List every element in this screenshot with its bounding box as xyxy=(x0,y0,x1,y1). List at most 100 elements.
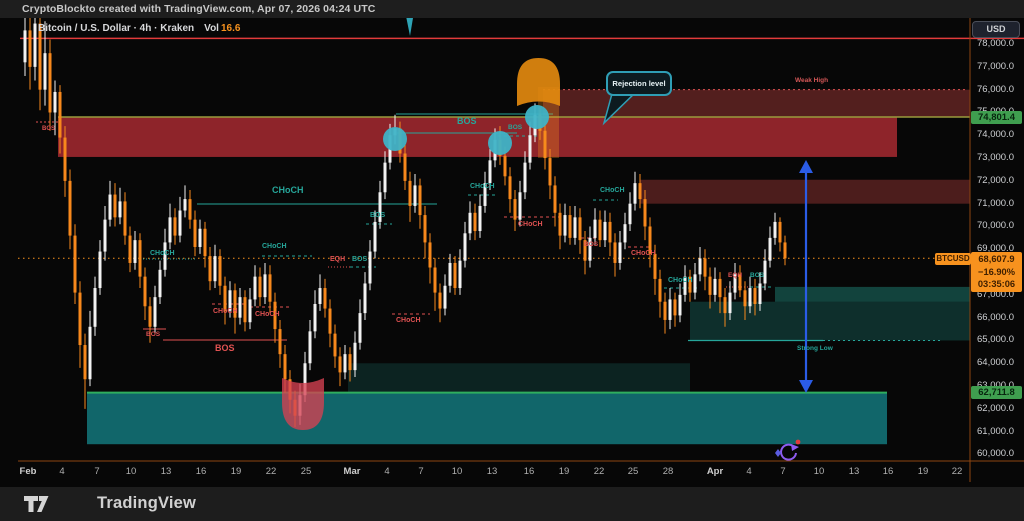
chart-annotation[interactable]: BOS xyxy=(352,256,368,263)
rejection-highlight-box[interactable] xyxy=(538,87,559,158)
tradingview-logo-text[interactable]: TradingView xyxy=(97,494,197,512)
chart-annotation[interactable]: BOS xyxy=(146,331,161,338)
chart-annotation[interactable]: CHoCH xyxy=(150,250,175,257)
candlestick xyxy=(428,242,432,268)
chart-annotation[interactable]: BOS xyxy=(508,124,523,131)
candlestick xyxy=(268,274,272,302)
candlestick xyxy=(378,192,382,222)
chart-annotation[interactable]: Strong Low xyxy=(797,345,833,352)
candlestick xyxy=(673,299,677,316)
chart-annotation[interactable]: BOS xyxy=(370,212,386,219)
candlestick xyxy=(583,240,587,261)
last-price-label: 68,607.9 −16.90% 03:35:06 xyxy=(971,252,1022,292)
time-axis-label: 25 xyxy=(300,466,312,477)
candlestick xyxy=(163,242,167,270)
candlestick xyxy=(348,354,352,371)
chart-annotation[interactable]: CHoCH xyxy=(631,250,656,257)
candlestick xyxy=(778,221,782,243)
zone-supply-main[interactable] xyxy=(58,117,897,157)
time-axis-label: Apr xyxy=(706,466,724,477)
candlestick xyxy=(513,199,517,220)
candlestick xyxy=(173,217,177,236)
candlestick xyxy=(763,260,767,284)
chart-annotation[interactable]: CHoCH xyxy=(470,183,495,190)
candlestick xyxy=(678,294,682,316)
candlestick xyxy=(528,135,532,163)
price-axis-label: 65,000.0 xyxy=(977,334,1014,346)
chart-annotation[interactable]: BOS xyxy=(457,116,477,126)
chart-annotation[interactable]: CHoCH xyxy=(213,308,238,315)
zone-demand-strong-low[interactable] xyxy=(87,392,887,445)
chart-annotation[interactable]: CHoCH xyxy=(600,187,625,194)
candlestick xyxy=(458,260,462,289)
time-axis-label: 4 xyxy=(746,466,752,477)
chart-annotation[interactable]: CHoCH xyxy=(518,221,543,228)
candlestick xyxy=(518,192,522,220)
currency-toggle-button[interactable]: USD xyxy=(972,21,1020,38)
candlestick xyxy=(563,215,567,236)
candlestick xyxy=(88,326,92,380)
chart-annotation[interactable]: CHoCH xyxy=(668,277,693,284)
candlestick xyxy=(353,342,357,371)
candlestick xyxy=(303,363,307,396)
chart-annotation[interactable]: BOS xyxy=(215,343,235,353)
chart-annotation[interactable]: BOS xyxy=(750,272,765,279)
candlestick xyxy=(228,290,232,311)
attribution-bar: CryptoBlockto created with TradingView.c… xyxy=(0,0,1024,18)
chart-annotation[interactable]: CHoCH xyxy=(396,317,421,324)
candlestick xyxy=(223,285,227,311)
rejection-arch-drawing[interactable] xyxy=(517,58,560,106)
chart-annotation[interactable]: CHoCH xyxy=(272,185,304,195)
candlestick xyxy=(158,269,162,298)
candlestick xyxy=(578,217,582,241)
candlestick xyxy=(473,212,477,232)
candlestick xyxy=(278,329,282,355)
time-axis-label: 7 xyxy=(418,466,424,477)
zone-demand-right[interactable] xyxy=(690,301,970,341)
arrow-head-up xyxy=(799,160,813,173)
candlestick xyxy=(628,203,632,225)
chart-annotation[interactable]: CHoCH xyxy=(255,311,280,318)
chart-annotation[interactable]: BOS xyxy=(42,126,56,132)
bar-countdown: 03:35:06 xyxy=(977,279,1016,290)
candlestick xyxy=(118,201,122,218)
time-axis-label: 16 xyxy=(523,466,535,477)
price-axis-label: 73,000.0 xyxy=(977,152,1014,164)
rejection-level-callout[interactable]: Rejection level xyxy=(606,71,672,96)
candlestick xyxy=(558,212,562,236)
swing-high-circle[interactable] xyxy=(383,127,407,151)
candlestick xyxy=(363,283,367,314)
candlestick xyxy=(283,354,287,380)
zone-demand-left[interactable] xyxy=(348,363,690,393)
candlestick xyxy=(148,306,152,327)
candlestick xyxy=(448,262,452,286)
tradingview-logo-icon[interactable] xyxy=(24,496,50,513)
chart-annotation[interactable]: BOS xyxy=(584,241,599,248)
candlestick xyxy=(418,185,422,216)
flag-triangle[interactable] xyxy=(406,16,413,36)
candlestick xyxy=(218,256,222,286)
candlestick xyxy=(273,301,277,330)
candlestick xyxy=(313,303,317,332)
candlestick xyxy=(708,276,712,295)
replay-icon[interactable] xyxy=(780,443,797,461)
time-axis-label: 7 xyxy=(780,466,786,477)
candlestick xyxy=(328,308,332,334)
chart-annotation[interactable]: Weak High xyxy=(795,77,829,84)
zone-demand-right-light[interactable] xyxy=(775,286,970,302)
candlestick xyxy=(243,297,247,323)
chart-annotation[interactable]: EQH xyxy=(330,256,346,263)
symbol-legend[interactable]: Bitcoin / U.S. Dollar · 4h · Kraken Vol 16… xyxy=(38,23,240,34)
price-axis-label: 64,000.0 xyxy=(977,357,1014,369)
swing-high-circle[interactable] xyxy=(525,105,549,129)
chart-annotation[interactable]: EQH xyxy=(728,272,743,279)
candlestick xyxy=(178,210,182,236)
swing-high-circle[interactable] xyxy=(488,131,512,155)
price-axis-label: 62,000.0 xyxy=(977,402,1014,414)
crash-arc-drawing[interactable] xyxy=(282,378,324,430)
candlestick xyxy=(603,221,607,241)
chart-annotation[interactable]: CHoCH xyxy=(262,243,287,250)
candlestick xyxy=(183,199,187,211)
price-axis-label: 77,000.0 xyxy=(977,60,1014,72)
